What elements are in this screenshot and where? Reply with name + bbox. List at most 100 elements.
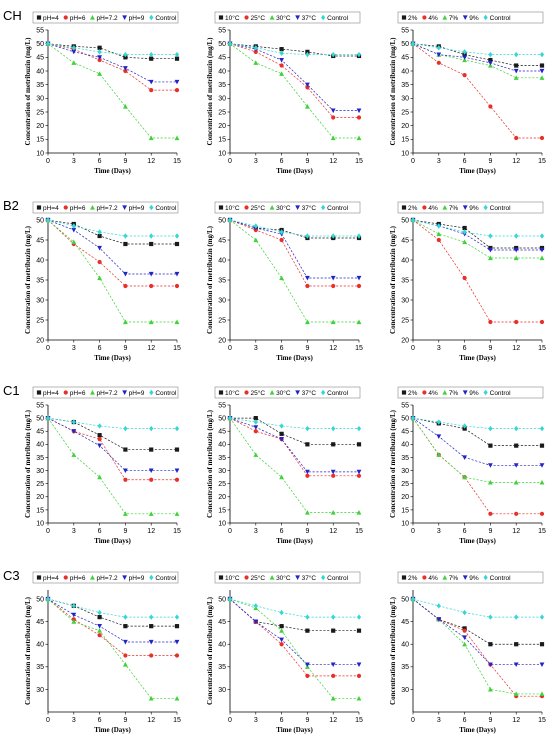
data-point	[97, 436, 102, 442]
legend-label: pH=4	[43, 575, 59, 582]
data-point	[174, 653, 180, 658]
data-series	[227, 41, 362, 59]
legend-label: pH=4	[43, 390, 59, 397]
data-point	[488, 51, 493, 58]
data-point	[279, 57, 284, 63]
y-tick-label: 10	[36, 150, 44, 157]
data-point	[174, 241, 180, 247]
data-point	[462, 49, 467, 55]
series-line	[229, 219, 359, 287]
data-point	[71, 60, 77, 65]
data-point	[97, 433, 102, 438]
y-tick-label: 30	[36, 96, 44, 103]
data-point	[45, 596, 51, 602]
data-point	[148, 135, 154, 141]
y-tick-label: 50	[36, 416, 44, 423]
data-point	[356, 283, 362, 289]
data-point	[513, 68, 519, 74]
data-point	[148, 468, 154, 474]
data-point	[462, 455, 467, 460]
legend-marker	[483, 574, 488, 581]
data-point	[488, 511, 493, 516]
legend-label: Control	[327, 205, 349, 212]
series-line	[229, 43, 359, 57]
y-tick-label: 30	[401, 297, 409, 304]
data-point	[174, 271, 180, 277]
legend-label: pH=9	[129, 15, 145, 22]
legend-label: 2%	[408, 205, 418, 212]
data-point	[330, 275, 336, 281]
data-point	[149, 653, 154, 658]
data-point	[539, 233, 545, 239]
series-line	[412, 43, 542, 55]
data-point	[514, 511, 519, 516]
y-tick-label: 35	[36, 455, 44, 462]
series-line	[47, 219, 177, 237]
y-tick-label: 45	[218, 237, 226, 244]
series-line	[47, 598, 177, 699]
x-axis-label: Time (Days)	[276, 167, 313, 175]
legend-label: pH=7.2	[96, 390, 118, 397]
legend-marker	[462, 390, 468, 395]
data-point	[149, 51, 154, 58]
data-point	[305, 319, 310, 325]
data-point	[97, 474, 102, 480]
data-point	[356, 108, 362, 114]
data-point	[410, 40, 416, 47]
data-series	[45, 416, 180, 482]
data-series	[410, 596, 545, 620]
data-series	[45, 217, 180, 277]
y-tick-label: 45	[218, 619, 226, 626]
data-point	[462, 641, 467, 647]
data-point	[123, 614, 128, 620]
series-line	[47, 598, 177, 627]
data-series	[410, 596, 545, 697]
data-point	[330, 695, 336, 701]
data-point	[305, 614, 310, 620]
data-point	[539, 135, 545, 141]
data-point	[174, 56, 180, 61]
y-tick-label: 35	[36, 664, 44, 671]
data-point	[330, 135, 336, 141]
data-point	[539, 255, 545, 261]
y-axis-label: Concentration of metribuzin (mg/L)	[206, 225, 214, 334]
data-point	[149, 241, 154, 247]
x-axis-label: Time (Days)	[459, 354, 496, 362]
series-line	[47, 43, 177, 139]
series-line	[412, 598, 542, 618]
data-point	[539, 642, 545, 647]
data-point	[356, 51, 362, 58]
data-point	[539, 479, 545, 485]
data-series	[45, 41, 180, 61]
x-tick-label: 12	[147, 158, 155, 165]
legend-marker	[483, 204, 488, 211]
y-tick-label: 15	[401, 137, 409, 144]
data-point	[253, 237, 259, 243]
x-tick-label: 12	[147, 717, 155, 724]
x-tick-label: 3	[72, 345, 76, 352]
x-tick-label: 9	[488, 717, 492, 724]
y-tick-label: 35	[401, 664, 409, 671]
data-point	[174, 88, 180, 93]
legend-marker	[442, 205, 448, 210]
data-point	[331, 115, 336, 120]
data-point	[410, 415, 416, 421]
y-tick-label: 40	[218, 642, 226, 649]
legend-marker	[122, 390, 128, 395]
x-tick-label: 15	[173, 717, 181, 724]
data-point	[436, 617, 442, 622]
data-point	[279, 474, 284, 480]
data-series	[45, 596, 180, 620]
series-line	[229, 219, 359, 279]
data-point	[97, 233, 102, 239]
data-point	[279, 275, 284, 281]
x-tick-label: 15	[173, 345, 181, 352]
chart-panel: 10°C 25°C 30°C 37°C Control 30 35 40 45 50 0 3 6 9 12 1…	[206, 571, 363, 734]
data-point	[174, 283, 180, 289]
data-point	[356, 425, 362, 432]
legend-marker	[462, 205, 468, 210]
data-point	[331, 673, 336, 678]
data-point	[513, 463, 519, 468]
y-tick-label: 50	[401, 416, 409, 423]
y-tick-label: 15	[218, 507, 226, 514]
